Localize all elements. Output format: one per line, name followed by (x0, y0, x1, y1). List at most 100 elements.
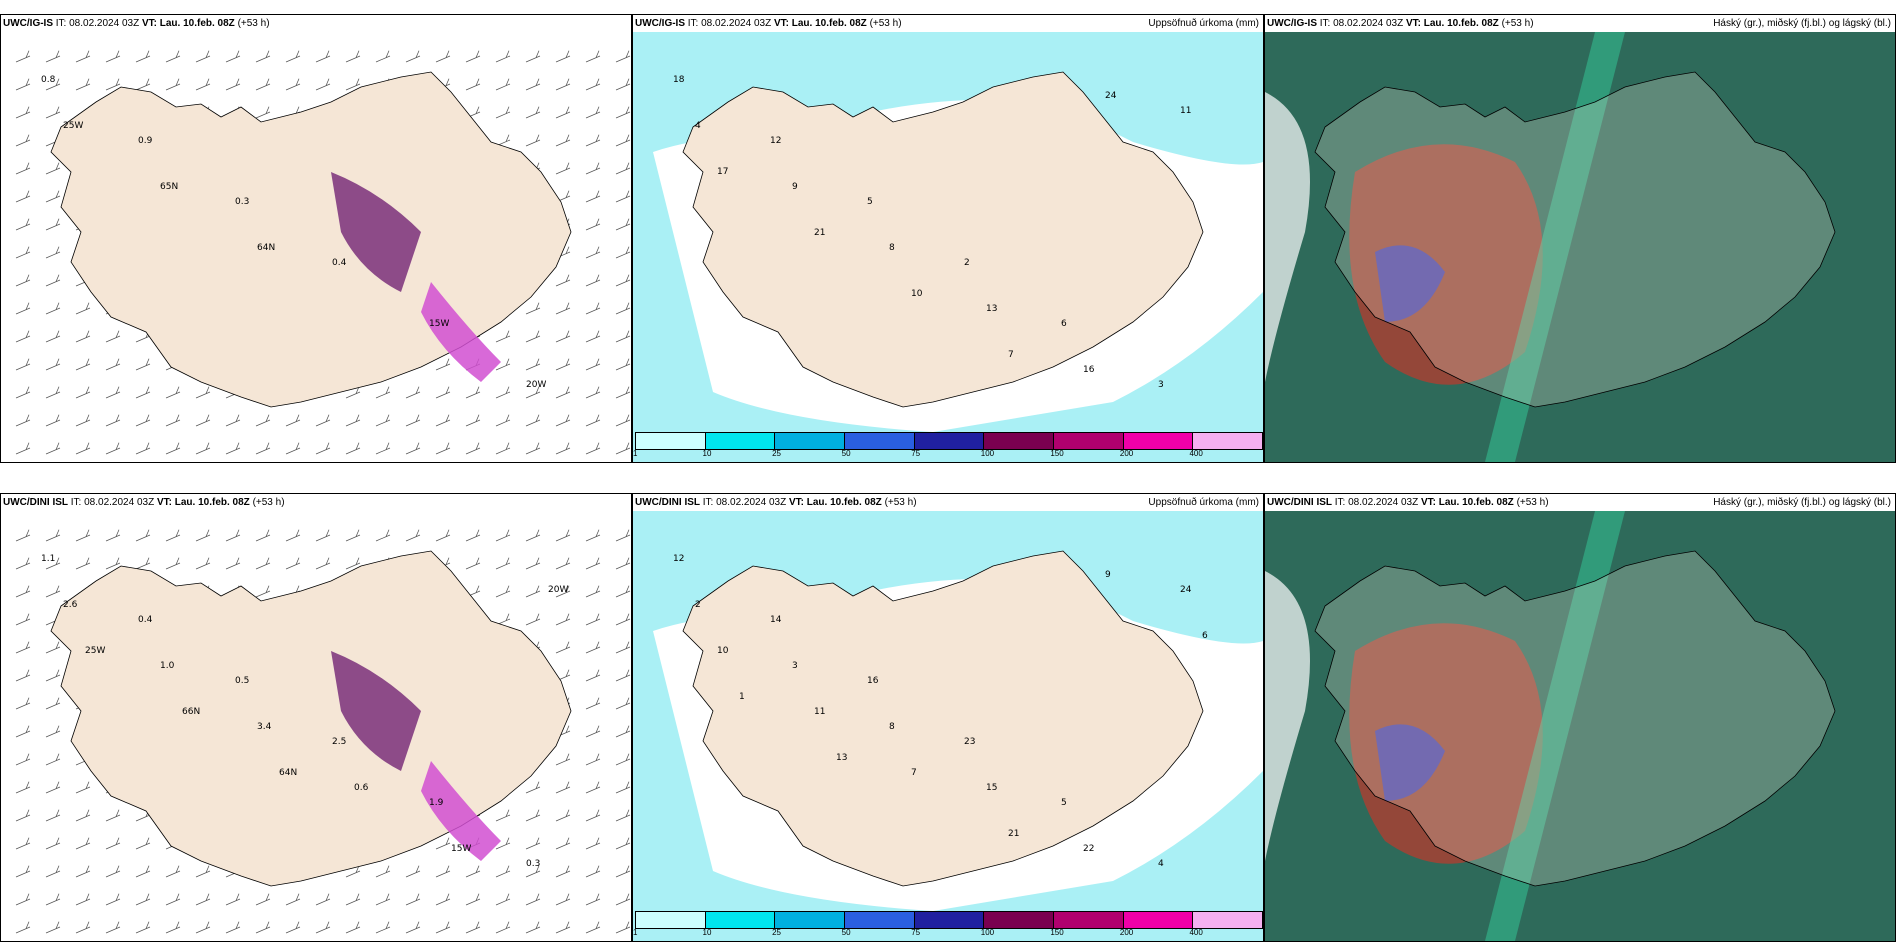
map-label: 12 (673, 554, 684, 564)
map-label: 0.3 (526, 859, 540, 869)
panel-header: UWC/IG-IS IT: 08.02.2024 03Z VT: Lau. 10… (1, 15, 631, 32)
map-panel-p2: UWC/IG-IS IT: 08.02.2024 03Z VT: Lau. 10… (632, 14, 1264, 463)
map-label: 10 (911, 289, 923, 299)
legend-tick: 25 (772, 928, 782, 937)
legend-tick: 100 (980, 928, 995, 937)
valid-time: Lau. 10.feb. 08Z (159, 18, 235, 29)
map-label: 64N (279, 768, 297, 778)
legend-tick: 150 (1050, 928, 1064, 937)
map-panel-p3: UWC/IG-IS IT: 08.02.2024 03Z VT: Lau. 10… (1264, 14, 1896, 463)
map-label: 23 (964, 737, 975, 747)
legend-tick: 1 (633, 928, 638, 937)
panel-header: UWC/IG-IS IT: 08.02.2024 03Z VT: Lau. 10… (633, 15, 1263, 32)
lead-time: (+53 h) (1516, 497, 1549, 508)
map-label: 8 (889, 243, 895, 253)
legend-swatch (705, 912, 776, 928)
init-time: 08.02.2024 03Z (1333, 18, 1404, 29)
panel-header: UWC/DINI ISL IT: 08.02.2024 03Z VT: Lau.… (633, 494, 1263, 511)
vt-label: VT: (788, 497, 804, 508)
map-label: 15 (986, 783, 997, 793)
legend-tick: 75 (911, 449, 921, 458)
map-label: 7 (1008, 350, 1014, 360)
map-label: 4 (1158, 859, 1164, 869)
legend-tick: 50 (841, 449, 851, 458)
map-label: 16 (1083, 365, 1095, 375)
map-label: 9 (1105, 570, 1111, 580)
vt-label: VT: (141, 18, 157, 29)
wind-map: 1.1 0.4 0.5 2.5 1.9 0.3 2.6 1.0 3.4 0.6 15W 20W 25W 6… (1, 511, 631, 941)
map-label: 7 (911, 768, 917, 778)
valid-time: Lau. 10.feb. 08Z (806, 497, 882, 508)
lead-time: (+53 h) (1501, 18, 1534, 29)
legend-swatch (984, 433, 1055, 449)
map-label: 13 (836, 753, 847, 763)
legend-tick: 200 (1119, 449, 1134, 458)
map-label: 8 (889, 722, 895, 732)
legend-tick: 10 (702, 449, 712, 458)
map-label: 3 (1158, 380, 1164, 390)
valid-time: Lau. 10.feb. 08Z (174, 497, 250, 508)
lead-time: (+53 h) (884, 497, 917, 508)
panel-header: UWC/DINI ISL IT: 08.02.2024 03Z VT: Lau.… (1265, 494, 1895, 511)
map-label: 1.1 (41, 554, 55, 564)
legend-swatch (775, 912, 846, 928)
map-label: 6 (1202, 631, 1208, 641)
legend-tick: 400 (1189, 449, 1203, 458)
legend-tick: 75 (911, 928, 921, 937)
map-label: 1.9 (429, 798, 444, 808)
model-name: UWC/IG-IS (3, 18, 53, 29)
map-label: 11 (1180, 106, 1191, 116)
legend-tick: 150 (1050, 449, 1064, 458)
it-label: IT: (1334, 497, 1346, 508)
map-label: 4 (695, 121, 701, 131)
legend-swatch (1054, 912, 1124, 928)
map-panel-p6: UWC/DINI ISL IT: 08.02.2024 03Z VT: Lau.… (1264, 493, 1896, 942)
lead-time: (+53 h) (252, 497, 285, 508)
legend-tick: 50 (841, 928, 851, 937)
map-label: 1 (739, 692, 745, 702)
valid-time: Lau. 10.feb. 08Z (791, 18, 867, 29)
model-name: UWC/IG-IS (1267, 18, 1317, 29)
legend-tick: 400 (1189, 928, 1203, 937)
legend-swatch (914, 433, 985, 449)
panel-field-title: Uppsöfnuð úrkoma (mm) (1148, 18, 1259, 29)
it-label: IT: (702, 497, 714, 508)
map-panel-p1: UWC/IG-IS IT: 08.02.2024 03Z VT: Lau. 10… (0, 14, 632, 463)
map-label: 66N (182, 707, 200, 717)
map-label: 0.4 (332, 258, 347, 268)
panel-field-title: Háský (gr.), miðský (fj.bl.) og lágský (… (1713, 18, 1891, 29)
panel-header: UWC/IG-IS IT: 08.02.2024 03Z VT: Lau. 10… (1265, 15, 1895, 32)
init-time: 08.02.2024 03Z (1348, 497, 1419, 508)
map-label: 0.3 (235, 197, 249, 207)
map-label: 20W (548, 585, 568, 595)
vt-label: VT: (1420, 497, 1436, 508)
lead-time: (+53 h) (869, 18, 902, 29)
map-label: 0.4 (138, 615, 153, 625)
it-label: IT: (1319, 18, 1331, 29)
map-label: 14 (770, 615, 782, 625)
legend-swatch (845, 433, 915, 449)
map-label: 3 (792, 661, 798, 671)
lead-time: (+53 h) (237, 18, 270, 29)
it-label: IT: (687, 18, 699, 29)
map-label: 10 (717, 646, 729, 656)
precip-legend: 1 10 25 50 75 100 150 200 400 (633, 911, 1263, 939)
map-label: 5 (867, 197, 873, 207)
map-label: 15W (451, 844, 471, 854)
wind-map: 0.8 0.9 0.3 0.4 15W 20W 25W 65N 64N (1, 32, 631, 462)
map-label: 2.5 (332, 737, 346, 747)
map-label: 24 (1180, 585, 1192, 595)
legend-swatch (845, 912, 915, 928)
it-label: IT: (55, 18, 67, 29)
panel-field-title: Uppsöfnuð úrkoma (mm) (1148, 497, 1259, 508)
legend-swatch (1193, 433, 1263, 449)
legend-tick: 25 (772, 449, 782, 458)
map-label: 0.5 (235, 676, 249, 686)
map-label: 2 (695, 600, 701, 610)
legend-tick: 1 (633, 449, 638, 458)
legend-swatch (1123, 912, 1194, 928)
legend-tick: 200 (1119, 928, 1134, 937)
init-time: 08.02.2024 03Z (716, 497, 787, 508)
cloud-map (1265, 511, 1895, 941)
